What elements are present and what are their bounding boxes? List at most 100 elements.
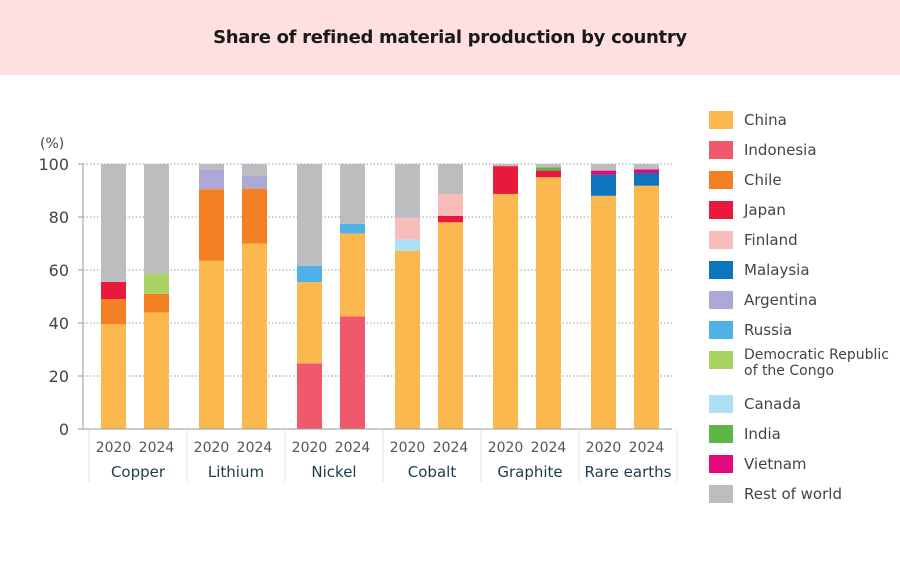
gridlines [83,163,672,377]
chart-title: Share of refined material production by … [213,27,687,48]
bar-segment-china [144,312,169,429]
legend-swatch [709,141,733,159]
x-tick-label-year: 2024 [139,440,175,456]
bar-segment-indonesia [340,316,365,429]
bar-segment-chile [144,293,169,313]
legend-swatch [709,291,733,309]
stacked-bar-graphite-2020 [493,164,518,429]
bar-segment-rest-of-world [144,164,169,274]
bar-segment-finland [395,217,420,240]
bar-segment-china [591,195,616,429]
x-tick-label-year: 2020 [586,440,622,456]
bar-segment-china [395,250,420,429]
y-axis-unit-label: (%) [40,136,64,152]
bar-segment-china [493,193,518,429]
legend-item: Chile [709,168,899,198]
legend-label: Malaysia [744,261,810,279]
bar-segment-china [340,233,365,317]
x-category-label: Cobalt [408,463,457,481]
bar-segment-malaysia [634,173,659,186]
bar-segment-rest-of-world [199,164,224,170]
bar-segment-rest-of-world [297,164,322,267]
bar-segment-russia [340,223,365,234]
bar-segment-rest-of-world [101,164,126,282]
stacked-bar-copper-2024 [144,164,169,429]
bar-segment-rest-of-world [438,164,463,194]
stacked-bar-rare-earths-2020 [591,164,616,429]
bar-segment-chile [199,189,224,261]
bar-segment-canada [395,239,420,251]
legend-item: India [709,422,899,452]
legend-label: Indonesia [744,141,817,159]
bar-segment-rest-of-world [493,164,518,167]
bar-segment-china [242,243,267,429]
bar-segment-indonesia [297,363,322,429]
legend-label: India [744,425,781,443]
legend-label: Rest of world [744,485,842,503]
y-tick-label: 60 [49,261,69,280]
legend-swatch [709,111,733,129]
bar-segment-china [297,282,322,364]
legend-label: Democratic Republic of the Congo [744,347,889,379]
bar-segment-china [634,185,659,429]
legend-item: Argentina [709,288,899,318]
bar-segment-japan [438,215,463,223]
legend-swatch [709,231,733,249]
legend-swatch [709,425,733,443]
bar-segment-vietnam [634,169,659,174]
legend-item: Russia [709,318,899,348]
y-tick-label: 0 [59,420,69,439]
x-category-label: Nickel [311,463,356,481]
bar-segment-chile [242,188,267,244]
y-tick-label: 40 [49,314,69,333]
axes [78,163,678,482]
legend-swatch [709,455,733,473]
legend-label: Canada [744,395,802,413]
title-band: Share of refined material production by … [0,0,900,75]
legend-item: Finland [709,228,899,258]
x-category-label: Copper [111,463,166,481]
legend-swatch [709,321,733,339]
x-tick-label-year: 2024 [237,440,273,456]
legend-label: Argentina [744,291,818,309]
legend: China Indonesia Chile Japan Finland Malaysia A… [709,108,899,512]
x-tick-label-year: 2024 [433,440,469,456]
bar-segment-chile [101,299,126,325]
legend-swatch [709,201,733,219]
bar-segment-japan [493,166,518,194]
stacked-bar-cobalt-2020 [395,164,420,429]
bar-segment-rest-of-world [242,164,267,176]
legend-item: Vietnam [709,452,899,482]
legend-swatch [709,485,733,503]
x-tick-label-year: 2024 [335,440,371,456]
legend-label: Japan [744,201,786,219]
legend-item: Canada [709,392,899,422]
bar-segment-argentina [199,169,224,190]
stacked-bar-nickel-2020 [297,164,322,429]
x-category-label: Graphite [497,463,562,481]
stacked-bar-lithium-2024 [242,164,267,429]
legend-item: Malaysia [709,258,899,288]
bar-segment-japan [101,281,126,300]
legend-item: Democratic Republic of the Congo [709,347,899,392]
x-tick-label-year: 2020 [390,440,426,456]
bar-segment-argentina [242,175,267,189]
x-tick-label-year: 2020 [488,440,524,456]
bar-segment-china [438,222,463,429]
legend-item: China [709,108,899,138]
y-tick-label: 100 [38,155,69,174]
legend-label: Vietnam [744,455,807,473]
bars [101,164,659,429]
y-tick-label: 20 [49,367,69,386]
stacked-bar-lithium-2020 [199,164,224,429]
bar-segment-china [536,177,561,429]
legend-label: Chile [744,171,782,189]
bar-segment-malaysia [591,174,616,196]
axis-labels: 0 20 40 60 80 100 (%) 2020 2024 Copper 2020 2024 Lit… [38,136,671,481]
legend-swatch [709,395,733,413]
stacked-bar-rare-earths-2024 [634,164,659,429]
x-tick-label-year: 2020 [96,440,132,456]
bar-segment-rest-of-world [634,164,659,170]
legend-label: China [744,111,787,129]
x-tick-label-year: 2020 [292,440,328,456]
